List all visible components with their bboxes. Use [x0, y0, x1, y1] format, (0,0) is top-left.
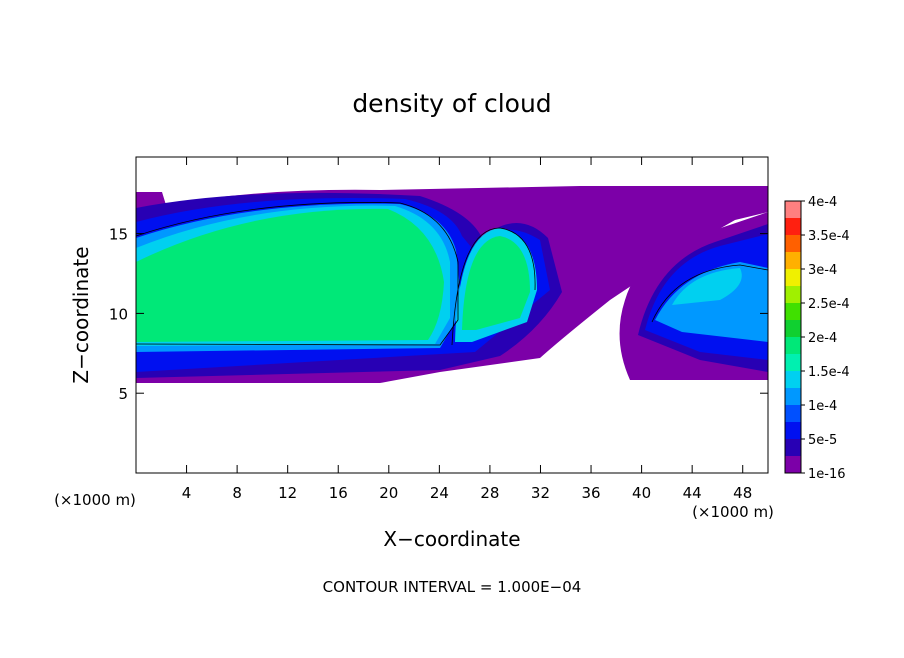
- colorbar-swatch: [785, 456, 801, 473]
- cloud-region: [462, 236, 530, 330]
- colorbar-swatch: [785, 269, 801, 286]
- x-tick-label: 20: [379, 484, 398, 502]
- y-tick-label: 5: [118, 385, 128, 403]
- colorbar-label: 3.5e-4: [808, 229, 850, 244]
- x-tick-label: 28: [480, 484, 499, 502]
- x-tick-label: 40: [632, 484, 651, 502]
- contour-line: [135, 202, 769, 346]
- colorbar-swatch: [785, 439, 801, 456]
- colorbar-swatch: [785, 286, 801, 303]
- x-unit-label: (×1000 m): [54, 491, 136, 509]
- colorbar-swatch: [785, 371, 801, 388]
- annotation: CONTOUR INTERVAL = 1.000E−04: [323, 578, 582, 596]
- x-tick-label: 32: [531, 484, 550, 502]
- cloud-region: [136, 208, 444, 342]
- cloud-region: [672, 268, 742, 305]
- colorbar-swatch: [785, 422, 801, 439]
- colorbar-swatch: [785, 405, 801, 422]
- y-axis-label: Z−coordinate: [69, 246, 93, 383]
- x-axis-label: X−coordinate: [383, 527, 520, 551]
- colorbar-label: 2e-4: [808, 331, 837, 346]
- chart-title: density of cloud: [352, 89, 551, 118]
- x-tick-label: 48: [733, 484, 752, 502]
- colorbar-label: 4e-4: [808, 195, 837, 210]
- colorbar-label: 1e-4: [808, 399, 837, 414]
- x-tick-label: 8: [232, 484, 242, 502]
- x-tick-label: 4: [182, 484, 192, 502]
- colorbar-swatch: [785, 320, 801, 337]
- colorbar-swatch: [785, 303, 801, 320]
- colorbar-label: 1e-16: [808, 467, 846, 482]
- x-tick-label: 36: [581, 484, 600, 502]
- x-tick-label: 16: [329, 484, 348, 502]
- y-tick-label: 10: [109, 305, 128, 323]
- colorbar-label: 1.5e-4: [808, 365, 850, 380]
- colorbar-label: 2.5e-4: [808, 297, 850, 312]
- x-tick-label: 24: [430, 484, 449, 502]
- colorbar-swatch: [785, 235, 801, 252]
- colorbar-swatch: [785, 354, 801, 371]
- cloud-field: [135, 186, 769, 383]
- colorbar-swatch: [785, 388, 801, 405]
- colorbar-swatch: [785, 218, 801, 235]
- x-tick-label: 12: [278, 484, 297, 502]
- plot-frame: [135, 156, 769, 474]
- colorbar-swatch: [785, 201, 801, 218]
- x-tick-label: 44: [683, 484, 702, 502]
- colorbar-swatch: [785, 252, 801, 269]
- colorbar-label: 5e-5: [808, 433, 837, 448]
- colorbar-swatch: [785, 337, 801, 354]
- colorbar-label: 3e-4: [808, 263, 837, 278]
- x-unit-label: (×1000 m): [692, 503, 774, 521]
- y-tick-label: 15: [109, 226, 128, 244]
